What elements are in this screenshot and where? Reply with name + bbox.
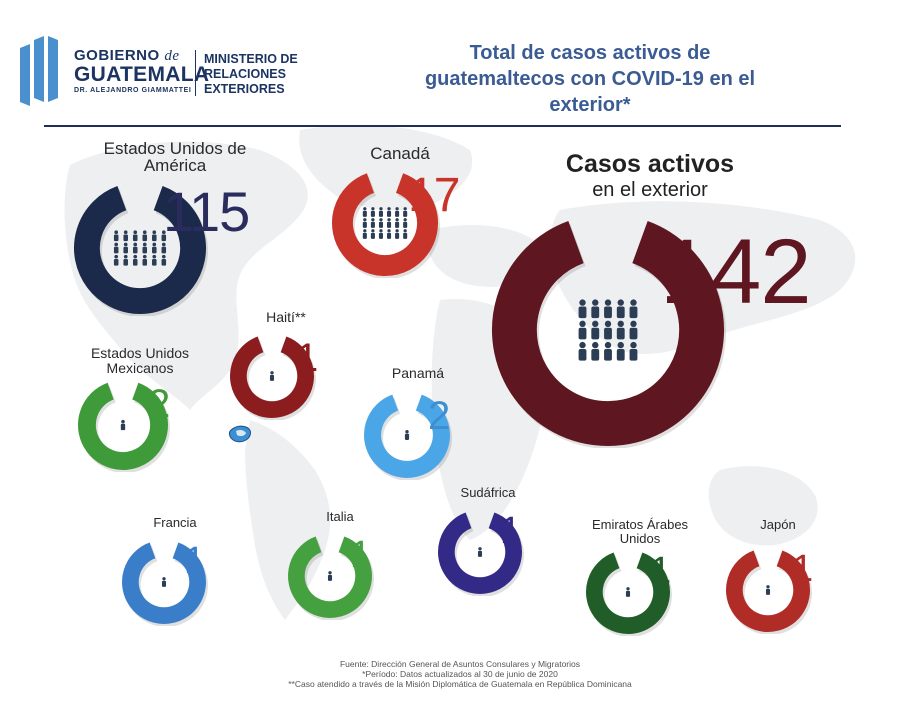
total-title-line-2: en el exterior: [592, 179, 708, 201]
japan-donut: [724, 546, 812, 635]
people-icon: [327, 571, 333, 581]
footer-source: Fuente: Dirección General de Asuntos Con…: [339, 659, 580, 669]
page-title-line-2: guatemaltecos con COVID-19 en el: [424, 68, 756, 90]
country-label-italy: Italia: [326, 509, 354, 524]
france-donut: [120, 538, 208, 627]
uae-donut: [584, 548, 672, 637]
italy-donut: [286, 532, 374, 621]
canada-count: 17: [408, 169, 460, 222]
donut-ring-icon: [586, 552, 672, 637]
page-title-line-1: Total de casos activos de: [469, 42, 711, 64]
logo-gobierno: GOBIERNO: [74, 47, 160, 64]
guatemala-map-marker-icon: [229, 425, 251, 443]
people-icon: [765, 585, 771, 595]
people-icon: [362, 207, 408, 239]
header-divider: [44, 125, 841, 127]
ministry-line-2: RELACIONES: [204, 67, 286, 81]
country-label-panama: Panamá: [391, 365, 445, 381]
people-icon: [404, 430, 410, 440]
logo-guatemala: GUATEMALA: [74, 63, 210, 86]
country-label-uae-line-2: Unidos: [619, 531, 661, 546]
ministry-name: MINISTERIO DE RELACIONES EXTERIORES: [204, 52, 298, 97]
total-title-line-1: Casos activos: [565, 150, 735, 178]
donut-ring-icon: [78, 382, 170, 473]
footer-period: *Período: Datos actualizados al 30 de ju…: [362, 669, 558, 679]
country-label-haiti: Haití**: [266, 309, 306, 325]
donut-ring-icon: [288, 536, 374, 621]
country-label-canada: Canadá: [370, 144, 430, 163]
haiti-count: 1: [296, 336, 318, 380]
country-label-usa-line-2: América: [143, 156, 207, 175]
country-label-usa: Estados Unidos de América: [90, 140, 260, 174]
total-donut: [490, 212, 726, 449]
people-icon: [477, 547, 483, 557]
japan-count: 1: [792, 548, 813, 590]
donut-ring-icon: [364, 394, 452, 481]
donut-ring-icon: [726, 550, 812, 635]
italy-count: 1: [350, 534, 371, 576]
country-label-japan: Japón: [760, 517, 796, 532]
donut-ring-icon: [74, 185, 208, 317]
panama-count: 2: [428, 394, 450, 438]
mexico-donut: [76, 378, 170, 473]
people-icon: [269, 371, 275, 381]
people-icon: [578, 299, 638, 361]
people-icon: [120, 419, 126, 431]
uae-count: 1: [650, 550, 671, 592]
page-title: Total de casos activos de guatemaltecos …: [420, 40, 760, 118]
people-icon: [113, 230, 167, 266]
footer-note: **Caso atendido a través de la Misión Di…: [288, 679, 632, 689]
country-label-mexico-line-2: Mexicanos: [106, 360, 174, 376]
government-logo-text: GOBIERNO de GUATEMALA DR. ALEJANDRO GIAM…: [74, 47, 209, 94]
usa-donut: [72, 180, 208, 317]
ministry-line-3: EXTERIORES: [204, 82, 285, 96]
country-label-uae: Emiratos Árabes Unidos: [585, 518, 695, 546]
country-label-uae-line-1: Emiratos Árabes: [591, 517, 689, 532]
south-africa-donut: [436, 508, 524, 597]
donut-ring-icon: [332, 173, 440, 279]
country-label-usa-line-1: Estados Unidos de: [103, 139, 247, 158]
ministry-line-1: MINISTERIO DE: [204, 52, 298, 66]
panama-donut: [362, 390, 452, 481]
page-title-line-3: exterior*: [549, 94, 631, 116]
canada-donut: [330, 168, 440, 279]
people-icon: [161, 577, 167, 587]
mexico-count: 2: [148, 382, 170, 426]
flag-bars-logo-icon: [20, 36, 58, 106]
france-count: 1: [184, 540, 205, 582]
donut-ring-icon: [492, 221, 726, 449]
haiti-donut: [228, 332, 316, 421]
country-label-south-africa: Sudáfrica: [460, 485, 516, 500]
donut-ring-icon: [230, 336, 316, 421]
people-icon: [625, 587, 631, 597]
logo-divider: [195, 50, 196, 96]
logo-president-name: DR. ALEJANDRO GIAMMATTEI: [74, 87, 192, 94]
logo-de: de: [164, 48, 180, 64]
usa-count: 115: [163, 180, 250, 243]
south-africa-count: 1: [500, 510, 521, 552]
donut-ring-icon: [438, 512, 524, 597]
total-title: Casos activos en el exterior: [530, 150, 770, 202]
country-label-mexico: Estados Unidos Mexicanos: [80, 346, 200, 376]
total-count: 142: [660, 221, 811, 323]
footer-notes: Fuente: Dirección General de Asuntos Con…: [260, 659, 660, 689]
country-label-france: Francia: [153, 515, 197, 530]
country-label-mexico-line-1: Estados Unidos: [90, 345, 190, 361]
donut-ring-icon: [122, 542, 208, 627]
